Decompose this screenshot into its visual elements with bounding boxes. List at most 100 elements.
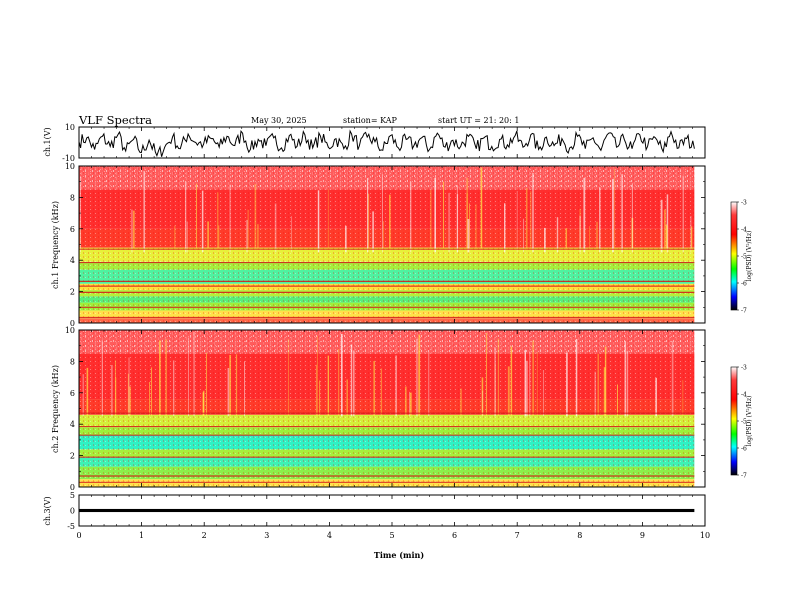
ch2-spectrogram-streak: [536, 352, 538, 417]
ch1-spectrogram-streak: [274, 203, 277, 253]
ch1-spectrogram-streak: [480, 167, 483, 253]
ch2-spectrogram-streak: [151, 367, 152, 417]
ch3-waveform-panel: 5 0 -5: [67, 491, 706, 531]
ch2-spectrogram-streak: [682, 380, 684, 417]
ch1-spectrogram-streak: [691, 226, 693, 253]
ch1-spectrogram-streak: [254, 184, 257, 253]
ch1-spectrogram-streak: [614, 168, 615, 253]
x-tick-label: 5: [389, 531, 394, 540]
ch2-spectrogram-streak: [111, 365, 113, 417]
ch2-spectrogram-streak: [288, 339, 289, 417]
ch2-spectrogram-streak: [353, 350, 355, 417]
x-tick-label: 9: [640, 531, 645, 540]
ch1-spectrogram-streak: [345, 225, 347, 253]
ch1-spectrogram-streak: [201, 190, 204, 253]
ch1-spectrogram-streak: [389, 194, 391, 253]
ch2-spectrogram-streak: [129, 386, 131, 417]
ch2-spectrogram-streak: [229, 355, 231, 417]
ch2-spectrogram-streak: [159, 340, 161, 417]
ch2-spectrogram-streak: [497, 338, 499, 417]
ch1-spectrogram-streak: [596, 221, 598, 253]
ch1-spectrogram-streak: [469, 203, 470, 253]
ch1-spectrogram-streak: [443, 181, 444, 253]
ch2-spectrogram-streak: [202, 392, 204, 417]
ch1-spectrogram-streak: [660, 199, 663, 253]
x-tick-label: 4: [327, 531, 332, 540]
colorbar-tick-label: -3: [741, 200, 747, 207]
ch1-spectrogram-streak: [317, 190, 320, 253]
ch2-spectrogram-streak: [575, 339, 578, 417]
ch1-spectrogram-streak: [174, 225, 176, 253]
ch3-voltage-ylabel: ch.3(V): [43, 496, 52, 525]
ch2-spectrogram-streak: [626, 350, 629, 417]
ch2-spectrogram-streak: [227, 368, 230, 417]
ch3-ytick-label: 0: [70, 507, 75, 516]
x-tick-label: 10: [700, 531, 710, 540]
ch2-spectrogram-streak: [346, 379, 348, 417]
ch2-spectrogram-streak: [566, 352, 568, 417]
colorbar-label: log(PSD) (V²/Hz): [746, 231, 753, 282]
ch2-spectrogram-streak: [350, 344, 353, 417]
ch2-spectrogram-streak: [655, 377, 657, 417]
ch2-spectrogram-streak: [395, 355, 397, 417]
ch1-voltage-ylabel: ch.1(V): [43, 127, 52, 156]
ch1-spectrogram-streak: [367, 178, 369, 253]
colorbar-tick-label: -6: [741, 281, 747, 288]
ch1-spectrogram-ytick-label: 10: [65, 162, 75, 171]
ch2-spectrogram-streak: [380, 368, 382, 417]
ch2-spectrogram-streak: [101, 340, 103, 417]
ch2-spectrogram-streak: [127, 373, 129, 417]
ch1-waveform-panel: 10 -10: [62, 123, 706, 163]
colorbar-scale: [730, 366, 738, 476]
ch2-spectrogram-streak: [316, 335, 318, 417]
ch1-spectrogram-ytick-label: 0: [70, 319, 75, 328]
ch2-spectrogram-streak: [617, 384, 618, 417]
ch2-spectrogram-streak: [82, 374, 84, 417]
ch2-spectrogram-ytick-label: 10: [65, 326, 75, 335]
ch2-spectrogram-streak: [316, 364, 317, 417]
ch2-spectrogram-streak: [244, 361, 245, 417]
ch2-spectrogram-streak: [507, 366, 510, 417]
ch2-spectrogram-streak: [603, 367, 606, 417]
ch1-spectrogram-streak: [410, 181, 412, 253]
ch2-spectrogram-ytick-label: 2: [70, 452, 75, 461]
ch2-spectrogram-streak: [428, 352, 430, 417]
ch2-spectrogram-streak: [409, 391, 410, 417]
ch2-spectrogram-ytick-label: 0: [70, 483, 75, 492]
ch2-spectrogram-texture-high: [79, 330, 695, 354]
colorbar-tick-label: -7: [741, 473, 747, 480]
ch1-spectrogram-streak: [456, 185, 458, 253]
ch2-spectrogram-streak: [327, 355, 329, 417]
ch1-spectrogram-streak: [434, 177, 436, 253]
ch2-spectrogram-streak: [409, 392, 412, 417]
colorbar-tick-label: -6: [741, 446, 747, 453]
ch2-spectrogram-streak: [671, 341, 674, 417]
ch1-spectrogram-streak: [207, 221, 209, 253]
ch2-spectrogram-streak: [341, 334, 343, 417]
ch2-spectrogram-streak: [597, 353, 599, 417]
ch2-spectrogram-ytick-label: 8: [70, 357, 75, 366]
ch1-spectrogram-streak: [430, 189, 432, 253]
ch1-spectrogram-streak: [133, 210, 135, 253]
ch2-spectrogram-streak: [460, 388, 462, 417]
date-label: May 30, 2025: [251, 116, 307, 125]
colorbar-tick-label: -5: [741, 254, 747, 261]
ch1-spectrogram-ytick-label: 6: [70, 225, 75, 234]
ch2-spectrogram-streak: [482, 390, 484, 417]
ch1-spectrogram-streak: [131, 209, 133, 253]
ch2-spectrogram-streak: [494, 347, 496, 417]
ch1-spectrogram-streak: [556, 217, 559, 253]
colorbar-tick-label: -3: [741, 365, 747, 372]
ch1-spectrogram-streak: [372, 211, 374, 253]
ch1-spectrogram-streak: [599, 187, 601, 253]
ch1-spectrogram-panel: 0 2 4 6 8 10: [65, 162, 706, 328]
colorbar-scale: [730, 201, 738, 311]
ch2-spectrogram-streak: [235, 354, 238, 417]
ch2-spectrogram-streak: [532, 340, 534, 417]
ch3-ytick-label: 5: [70, 491, 75, 500]
x-tick-label: 2: [202, 531, 207, 540]
ch1-spectrogram-streak: [664, 209, 666, 253]
ch2-spectrogram-streak: [543, 370, 544, 417]
panel-frame: [78, 126, 706, 159]
